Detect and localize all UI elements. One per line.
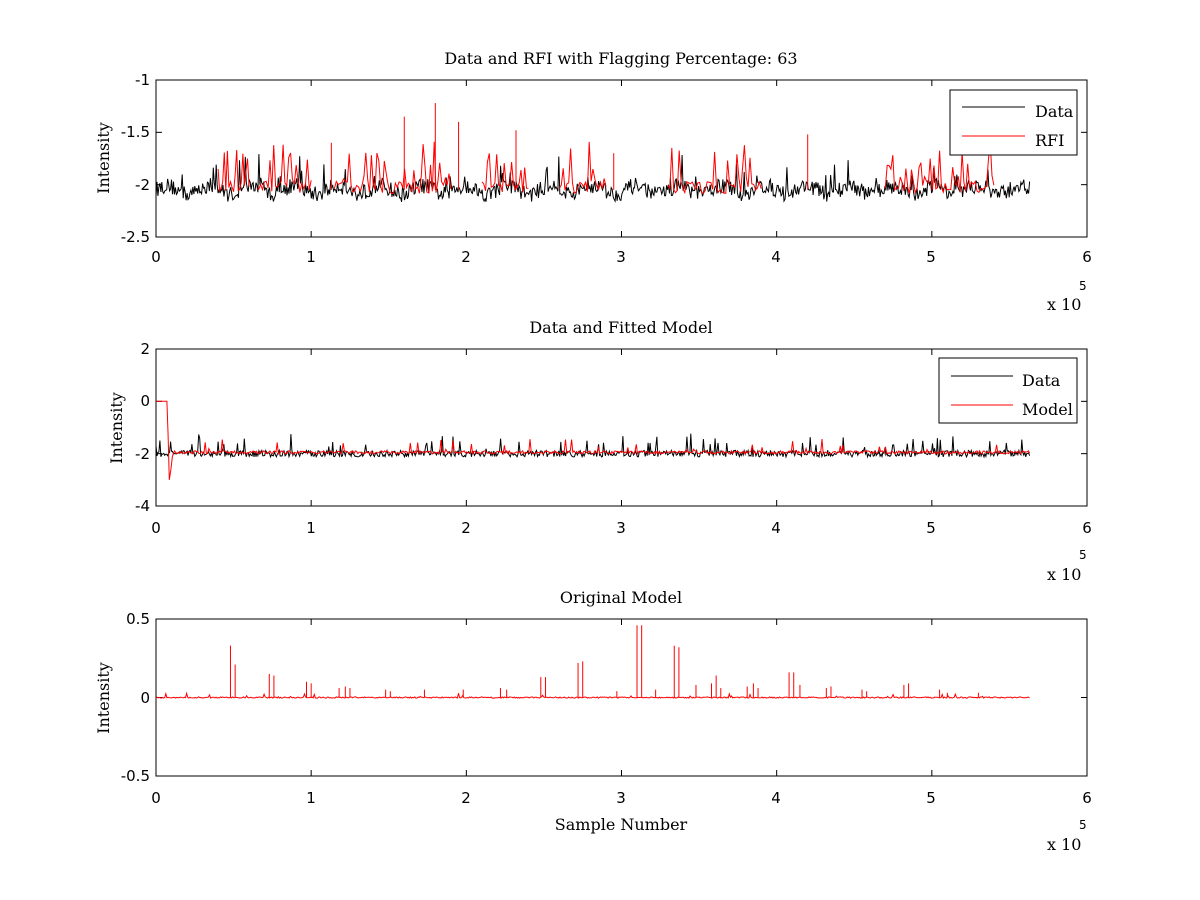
y-axis: -2.5 -2 -1.5 -1 Intensity <box>94 71 150 246</box>
panel-rfi: Data and RFI with Flagging Percentage: 6… <box>94 49 1092 314</box>
x-exponent-label: x 10 <box>1047 835 1081 854</box>
x-exponent-power: 5 <box>1079 818 1087 832</box>
x-tick-label: 0 <box>151 248 161 266</box>
series-line-rfi <box>256 144 312 193</box>
series-group <box>155 400 1031 480</box>
series-line-rfi <box>884 141 995 195</box>
x-tick-label: 5 <box>926 519 936 537</box>
x-exponent-label: x 10 <box>1047 295 1081 314</box>
plot-area <box>155 348 1088 507</box>
x-tick-label: 3 <box>616 248 626 266</box>
series-line-model <box>156 400 1031 480</box>
x-tick-label: 4 <box>771 519 781 537</box>
panel-original-model: Original Model 0 1 2 3 4 5 6 Sample Numb… <box>94 588 1092 854</box>
y-axis: -4 -2 0 2 Intensity <box>107 340 150 515</box>
y-tick-label: 0 <box>140 689 150 707</box>
y-tick-label: -0.5 <box>121 767 150 785</box>
chart-title: Data and RFI with Flagging Percentage: 6… <box>444 49 797 68</box>
x-exponent-power: 5 <box>1079 548 1087 562</box>
legend-label-rfi: RFI <box>1035 131 1064 150</box>
legend-label-data: Data <box>1035 102 1074 121</box>
x-tick-label: 1 <box>306 519 316 537</box>
panel-fitted-model: Data and Fitted Model 0 1 2 3 4 5 6 x 10… <box>107 318 1092 584</box>
y-tick-label: -1 <box>135 71 150 89</box>
legend-box <box>938 357 1078 424</box>
x-tick-label: 5 <box>926 789 936 807</box>
y-tick-label: -2 <box>135 445 150 463</box>
y-tick-label: 0 <box>140 392 150 410</box>
y-axis-label: Intensity <box>94 662 113 734</box>
x-tick-label: 2 <box>461 519 471 537</box>
x-tick-label: 5 <box>926 248 936 266</box>
series-line-rfi <box>667 145 762 195</box>
y-axis-label: Intensity <box>107 392 126 464</box>
series-line-rfi <box>333 141 452 195</box>
legend-label-model: Model <box>1022 400 1073 419</box>
x-tick-label: 3 <box>616 789 626 807</box>
series-group <box>155 625 1030 700</box>
series-group <box>155 103 1031 203</box>
axis-ticks <box>155 618 1088 777</box>
legend: Data RFI <box>949 89 1078 156</box>
x-tick-label: 0 <box>151 789 161 807</box>
series-line-rfi <box>481 153 529 193</box>
x-tick-label: 1 <box>306 789 316 807</box>
plot-area <box>155 79 1088 238</box>
legend: Data Model <box>938 357 1078 424</box>
x-axis: 0 1 2 3 4 5 6 x 10 5 <box>151 248 1092 314</box>
legend-box <box>949 89 1078 156</box>
x-tick-label: 6 <box>1082 248 1092 266</box>
x-tick-label: 2 <box>461 248 471 266</box>
chart-title: Original Model <box>560 588 682 607</box>
series-line-rfi <box>558 141 607 194</box>
y-tick-label: -4 <box>135 497 150 515</box>
x-tick-label: 6 <box>1082 789 1092 807</box>
y-tick-label: -2 <box>135 176 150 194</box>
x-tick-label: 1 <box>306 248 316 266</box>
x-tick-label: 0 <box>151 519 161 537</box>
y-axis-label: Intensity <box>94 122 113 194</box>
y-tick-label: 2 <box>140 340 150 358</box>
chart-title: Data and Fitted Model <box>529 318 712 337</box>
y-tick-label: -2.5 <box>121 228 150 246</box>
legend-label-data: Data <box>1022 371 1061 390</box>
x-tick-label: 2 <box>461 789 471 807</box>
x-tick-label: 3 <box>616 519 626 537</box>
y-tick-label: 0.5 <box>126 610 150 628</box>
x-exponent-power: 5 <box>1079 279 1087 293</box>
x-exponent-label: x 10 <box>1047 565 1081 584</box>
y-axis: -0.5 0 0.5 Intensity <box>94 610 150 785</box>
series-line-original-model <box>155 691 1030 700</box>
x-tick-label: 4 <box>771 248 781 266</box>
x-axis-label: Sample Number <box>555 815 688 834</box>
series-line-rfi <box>217 149 250 193</box>
x-tick-label: 6 <box>1082 519 1092 537</box>
x-axis: 0 1 2 3 4 5 6 Sample Number x 10 5 <box>151 789 1092 854</box>
series-line-data <box>155 154 1031 203</box>
x-axis: 0 1 2 3 4 5 6 x 10 5 <box>151 519 1092 584</box>
y-tick-label: -1.5 <box>121 123 150 141</box>
x-tick-label: 4 <box>771 789 781 807</box>
